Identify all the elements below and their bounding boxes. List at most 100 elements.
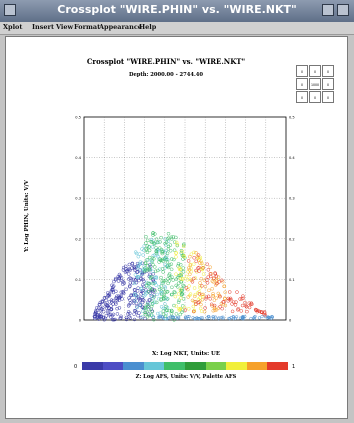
minimize-icon[interactable] [322, 4, 334, 16]
data-point [270, 315, 274, 319]
data-point [153, 280, 158, 285]
data-point [231, 314, 235, 319]
scatter-plot[interactable]: 0 00.1 0.10.2 0.20.3 0.30.4 0.40.5 0.5 [6, 37, 349, 420]
data-point [214, 296, 219, 300]
data-point [211, 294, 215, 298]
data-point [131, 281, 135, 285]
data-point [268, 316, 272, 320]
maximize-icon[interactable] [337, 4, 349, 16]
data-point [164, 258, 169, 262]
data-point [169, 267, 174, 272]
data-point [113, 300, 118, 305]
data-point [178, 276, 183, 281]
data-point [197, 292, 202, 296]
title-bar[interactable]: Crossplot "WIRE.PHIN" vs. "WIRE.NKT" [0, 0, 354, 23]
data-point [170, 309, 174, 314]
menu-appearance[interactable]: Appearance [99, 23, 142, 31]
data-point [218, 304, 222, 309]
data-point [207, 288, 211, 293]
data-point [186, 316, 190, 321]
data-point [186, 314, 190, 319]
data-point [147, 285, 152, 290]
data-point [127, 315, 132, 319]
menu-help[interactable]: Help [139, 23, 157, 31]
data-point [140, 247, 144, 251]
data-point [132, 281, 137, 286]
data-point [230, 309, 235, 314]
data-point [174, 304, 178, 308]
data-point [164, 240, 169, 245]
data-point [169, 262, 174, 266]
data-point [126, 312, 130, 316]
data-point [129, 293, 133, 298]
data-point [184, 316, 188, 321]
data-point [174, 255, 178, 259]
data-point [186, 307, 191, 311]
data-point [155, 292, 159, 297]
data-point [110, 300, 114, 304]
data-point [150, 245, 155, 249]
data-point [121, 282, 125, 286]
data-point [204, 296, 208, 301]
x-axis-label: X: Log NKT, Units: UE [151, 351, 221, 357]
data-point [115, 306, 119, 311]
data-point [110, 283, 114, 288]
menu-view[interactable]: View [56, 23, 74, 31]
data-point [98, 302, 102, 307]
data-point [178, 272, 183, 276]
data-point [155, 240, 160, 245]
data-point [162, 316, 166, 320]
data-point [139, 292, 143, 296]
data-point [119, 276, 124, 280]
data-point [197, 317, 201, 321]
data-point [162, 279, 166, 283]
data-point [208, 274, 213, 279]
data-point [159, 291, 164, 295]
data-point [236, 307, 241, 311]
data-point [142, 279, 146, 283]
menu-insert[interactable]: Insert [32, 23, 54, 31]
data-point [198, 306, 203, 311]
data-point [167, 316, 171, 320]
data-point [139, 287, 144, 291]
data-point [137, 278, 141, 283]
plot-canvas[interactable]: Crossplot "WIRE.PHIN" vs. "WIRE.NKT" Dep… [5, 36, 348, 419]
data-point [223, 303, 228, 308]
y-tick-label-right: 0.4 [289, 156, 295, 160]
data-point [101, 305, 105, 310]
data-point [243, 300, 247, 305]
data-point [180, 277, 185, 282]
data-point [170, 285, 174, 290]
data-point [136, 266, 140, 270]
data-point [223, 290, 227, 295]
data-point [165, 251, 170, 256]
data-point [186, 295, 191, 299]
data-point [160, 279, 165, 283]
data-point [111, 284, 116, 288]
menu-xplot[interactable]: Xplot [3, 23, 23, 31]
data-point [181, 297, 186, 301]
data-point [163, 316, 167, 321]
data-point [112, 279, 116, 284]
menu-format[interactable]: Format [74, 23, 101, 31]
data-point [200, 284, 204, 288]
data-point [110, 317, 115, 322]
window-menu-icon[interactable] [4, 4, 16, 16]
palette-swatch [164, 362, 185, 370]
data-point [115, 312, 120, 316]
data-point [207, 315, 211, 319]
data-point [199, 309, 204, 313]
data-point [143, 305, 148, 310]
data-point [143, 293, 148, 297]
data-point [143, 312, 147, 317]
data-point [132, 288, 137, 292]
plot-title: Crossplot "WIRE.PHIN" vs. "WIRE.NKT" [86, 57, 246, 66]
y-axis-label: Y: Log PHIN, Units: V/V [24, 180, 30, 252]
data-point [165, 237, 170, 241]
data-point [163, 278, 168, 283]
data-point [149, 313, 154, 317]
data-point [182, 305, 187, 310]
data-point [211, 316, 215, 321]
data-point [148, 286, 153, 290]
data-point [164, 248, 168, 253]
